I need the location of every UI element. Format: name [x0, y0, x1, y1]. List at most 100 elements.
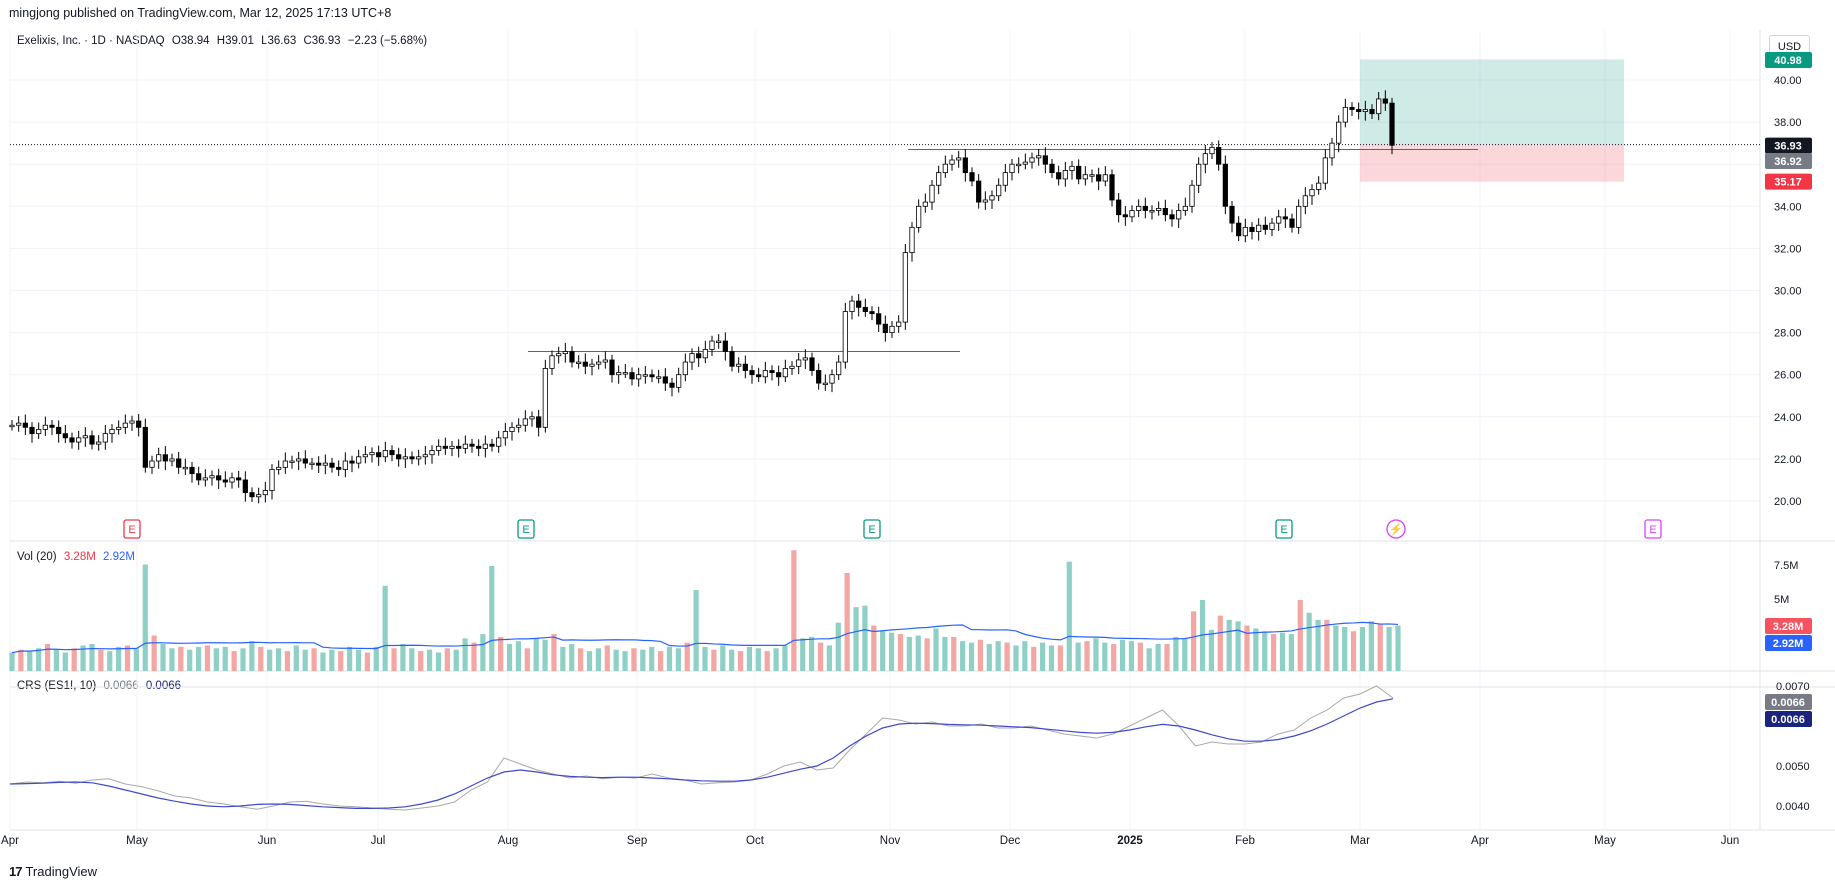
candle-body	[689, 353, 695, 363]
candle-body	[249, 492, 255, 498]
candle-body	[1056, 172, 1062, 180]
crs-tick-label: 0.0050	[1776, 761, 1810, 773]
volume-bar	[409, 648, 415, 671]
candle-body	[149, 460, 155, 468]
candle-body	[1382, 98, 1388, 104]
candle-body	[116, 426, 122, 430]
event-marker-label: E	[868, 524, 875, 536]
volume-bar	[400, 644, 406, 671]
candle-body	[302, 458, 308, 464]
crs-ma-badge: 0.0066	[1771, 714, 1805, 726]
candle-body	[1136, 205, 1142, 211]
volume-bar	[1164, 644, 1170, 671]
volume-bar	[107, 651, 113, 671]
price-tick-label: 24.00	[1774, 412, 1802, 424]
position-zones	[1360, 59, 1624, 182]
candle-body	[529, 416, 535, 420]
candle-body	[849, 300, 855, 312]
crs-ma-value: 0.0066	[145, 680, 182, 692]
candle-body	[1009, 163, 1015, 174]
candle-body	[1242, 226, 1248, 237]
time-tick-label: Mar	[1350, 835, 1370, 847]
symbol-name[interactable]: Exelixis, Inc. · 1D · NASDAQ	[17, 35, 165, 47]
candle-body	[142, 426, 148, 468]
candle-body	[1376, 98, 1382, 115]
candle-body	[896, 321, 902, 327]
candle-body	[789, 365, 795, 369]
time-tick-label: Sep	[627, 835, 647, 847]
volume-bar	[791, 550, 797, 671]
volume-bar	[489, 565, 495, 671]
volume-bar	[160, 644, 166, 671]
volume-label[interactable]: Vol (20)	[17, 551, 57, 563]
volume-bar	[702, 646, 708, 671]
candle-body	[542, 367, 548, 428]
crs-ma-badge-bg	[1765, 711, 1812, 727]
candle-body	[822, 382, 828, 386]
candle-body	[229, 477, 235, 483]
volume-value: 3.28M	[63, 551, 96, 563]
horizontal-levels	[10, 144, 1760, 353]
volume-bar	[604, 645, 610, 671]
volume-bar	[302, 649, 308, 671]
candle-body	[1236, 222, 1242, 237]
volume-bar	[711, 649, 717, 671]
candle-body	[949, 159, 955, 165]
volume-bar	[213, 648, 219, 671]
tradingview-footer[interactable]: 17 TradingView	[9, 864, 97, 879]
candle-body	[22, 422, 28, 428]
dividend-event-marker	[1386, 519, 1406, 539]
volume-bar	[533, 638, 539, 671]
candle-body	[222, 479, 228, 483]
candle-body	[1276, 216, 1282, 224]
candle-body	[496, 437, 502, 447]
candle-body	[422, 454, 428, 458]
volume-bar	[897, 634, 904, 671]
earnings-event-marker	[1275, 519, 1293, 539]
candle-body	[1202, 153, 1208, 165]
volume-bar	[1066, 561, 1072, 671]
candle-body	[442, 445, 448, 449]
volume-badge: 3.28M	[1773, 621, 1804, 633]
candle-body	[1209, 146, 1215, 155]
candle-body	[636, 374, 642, 380]
candle-body	[616, 372, 622, 376]
candle-body	[62, 433, 68, 439]
currency-button[interactable]: USD	[1769, 35, 1810, 59]
volume-bar	[1297, 600, 1303, 671]
volume-bar	[320, 652, 326, 671]
crs-label[interactable]: CRS (ES1!, 10)	[17, 680, 97, 692]
axis-badges: 40.9836.9336.9235.173.28M2.92M0.00660.00…	[1765, 52, 1812, 727]
volume-bar	[98, 649, 104, 671]
time-tick-label: Jul	[371, 835, 386, 847]
volume-bar	[684, 642, 690, 671]
volume-ma-badge: 2.92M	[1773, 638, 1804, 650]
candle-body	[1049, 163, 1055, 174]
volume-bar	[391, 648, 397, 671]
candle-body	[1002, 172, 1008, 186]
time-tick-label: Aug	[498, 835, 518, 847]
volume-bar	[9, 652, 15, 671]
time-tick-label: Dec	[1000, 835, 1021, 847]
candle-body	[1369, 109, 1375, 115]
volume-bar	[418, 651, 424, 671]
candle-body	[942, 163, 948, 174]
candle-body	[169, 458, 175, 462]
legend-close: C36.93	[303, 35, 341, 47]
volume-bar	[693, 590, 699, 671]
candle-body	[669, 382, 675, 388]
candle-body	[929, 184, 935, 203]
crs-line	[9, 685, 1394, 811]
candle-body	[1362, 109, 1368, 112]
volume-bar	[995, 641, 1001, 671]
volume-bar	[89, 644, 95, 671]
volume-bar	[169, 648, 175, 671]
candle-body	[1389, 102, 1395, 146]
candle-body	[29, 426, 35, 435]
event-markers: E E E E ⚡ E	[123, 519, 1662, 539]
last-price-badge: 36.93	[1774, 141, 1802, 153]
volume-bar	[649, 646, 655, 671]
volume-bar	[1040, 642, 1046, 671]
crs-ma-line	[9, 698, 1394, 810]
candle-body	[482, 443, 488, 449]
